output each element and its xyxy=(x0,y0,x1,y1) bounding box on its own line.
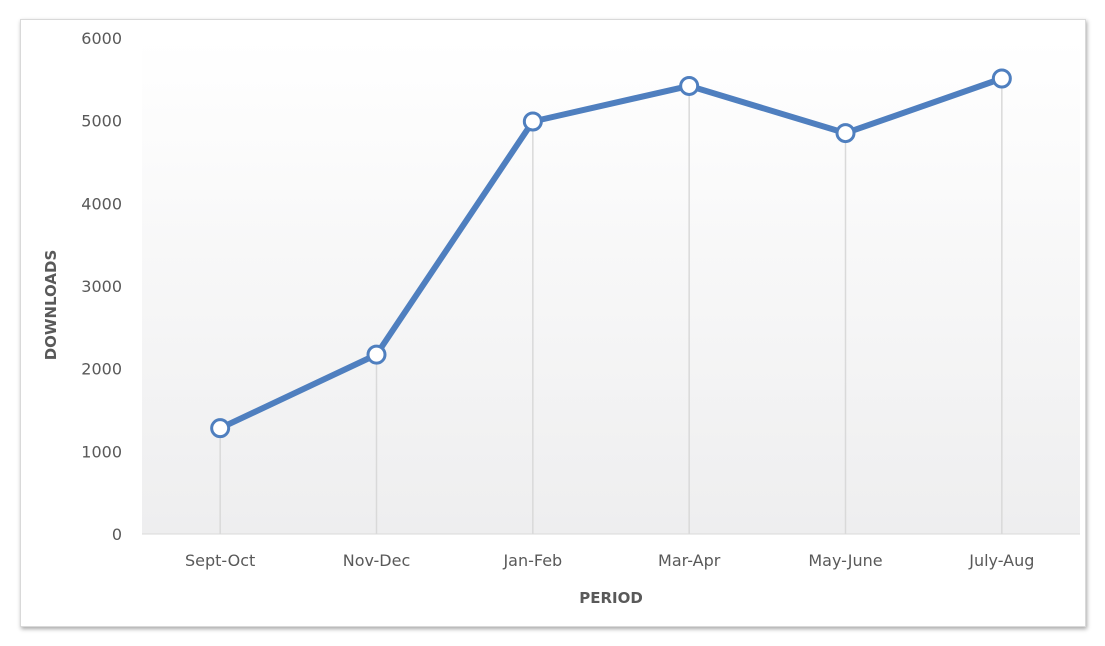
data-point-marker xyxy=(835,123,856,144)
y-tick-label: 2000 xyxy=(81,360,122,379)
series-line xyxy=(217,75,1005,432)
y-axis-tick-labels: 0 1000 2000 3000 4000 5000 6000 xyxy=(81,29,122,544)
data-point-marker xyxy=(679,75,700,96)
x-tick-label: Mar-Apr xyxy=(658,551,721,570)
x-tick-label: Jan-Feb xyxy=(502,551,562,570)
y-tick-label: 0 xyxy=(112,525,122,544)
y-axis-title: DOWNLOADS xyxy=(42,250,60,361)
data-point-marker xyxy=(366,344,387,365)
x-axis-tick-labels: Sept-Oct Nov-Dec Jan-Feb Mar-Apr May-June Jul… xyxy=(185,551,1034,570)
x-tick-label: July-Aug xyxy=(968,551,1034,570)
drop-lines xyxy=(219,78,1003,534)
x-axis-title: PERIOD xyxy=(579,589,643,607)
y-tick-label: 3000 xyxy=(81,277,122,296)
x-tick-label: Sept-Oct xyxy=(185,551,255,570)
y-tick-label: 5000 xyxy=(81,112,122,131)
plot-area xyxy=(142,38,1080,534)
data-point-marker xyxy=(522,111,543,132)
data-point-markers xyxy=(210,68,1012,439)
y-tick-label: 1000 xyxy=(81,442,122,461)
y-tick-label: 4000 xyxy=(81,194,122,213)
x-tick-label: Nov-Dec xyxy=(343,551,411,570)
y-tick-label: 6000 xyxy=(81,29,122,48)
data-point-marker xyxy=(991,68,1012,89)
x-tick-label: May-June xyxy=(808,551,882,570)
data-point-marker xyxy=(210,418,231,439)
